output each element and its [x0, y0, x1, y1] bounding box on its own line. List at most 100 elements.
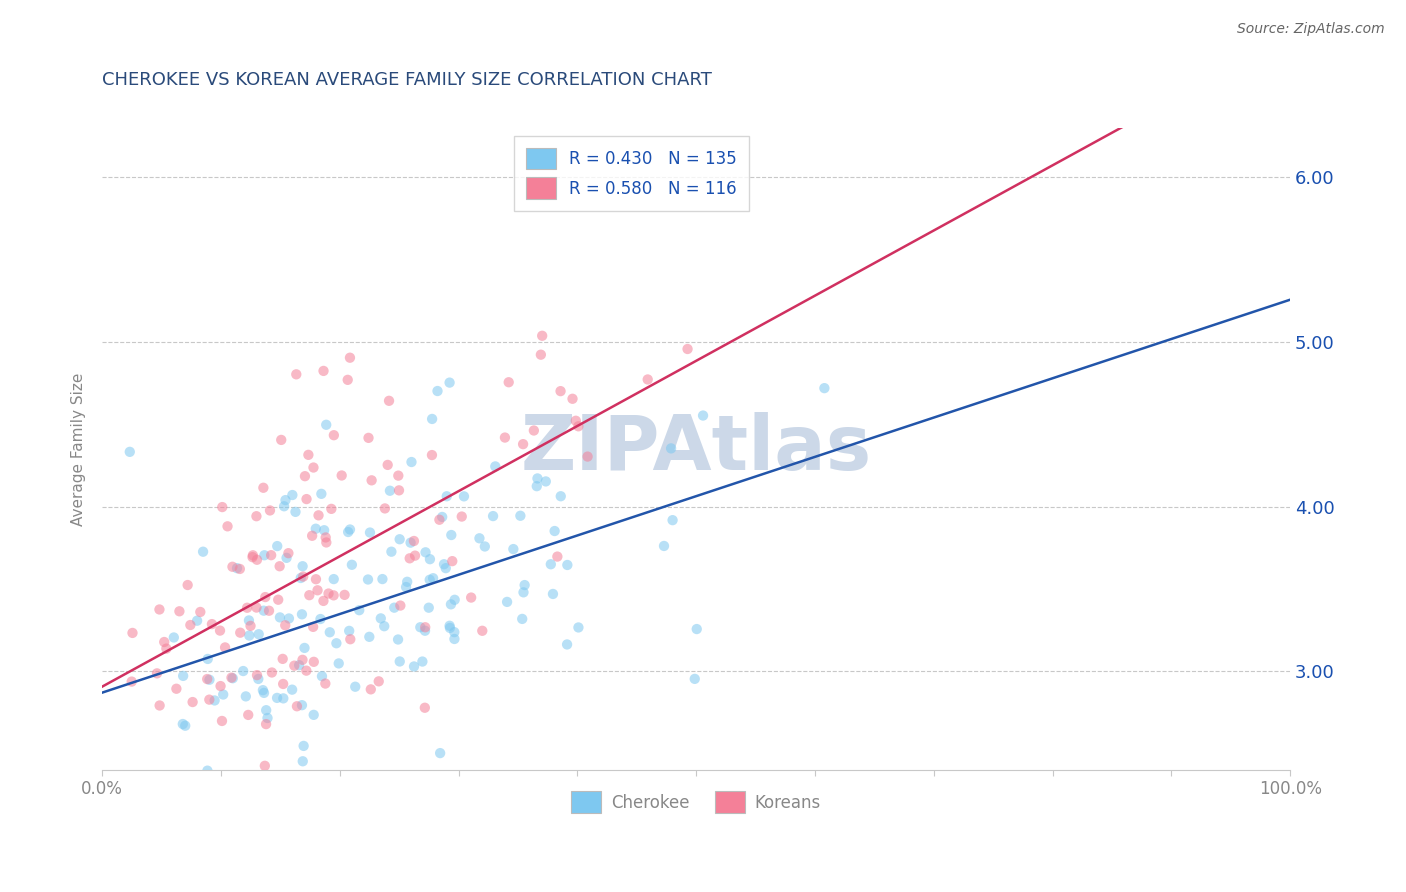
Point — [441, 554, 464, 568]
Point — [281, 682, 304, 697]
Point — [318, 586, 340, 600]
Point — [526, 479, 548, 493]
Point — [360, 682, 382, 697]
Point — [292, 739, 315, 753]
Point — [396, 574, 419, 589]
Point — [239, 619, 262, 633]
Point — [212, 688, 235, 702]
Point — [253, 759, 276, 773]
Point — [652, 539, 675, 553]
Point — [419, 552, 441, 566]
Point — [443, 632, 465, 646]
Point — [494, 431, 516, 445]
Point — [302, 707, 325, 722]
Point — [555, 637, 578, 651]
Point — [339, 523, 361, 537]
Point — [439, 621, 461, 635]
Point — [349, 603, 371, 617]
Point — [179, 618, 201, 632]
Point — [337, 524, 360, 539]
Point — [224, 833, 246, 847]
Point — [413, 620, 436, 634]
Point — [402, 533, 425, 548]
Point — [429, 513, 451, 527]
Point — [413, 700, 436, 714]
Point — [201, 617, 224, 632]
Point — [256, 711, 278, 725]
Point — [686, 622, 709, 636]
Point — [512, 585, 534, 599]
Point — [301, 529, 323, 543]
Point — [429, 746, 451, 760]
Point — [546, 549, 568, 564]
Point — [285, 790, 308, 805]
Legend: Cherokee, Koreans: Cherokee, Koreans — [565, 785, 828, 820]
Point — [253, 686, 276, 700]
Point — [557, 558, 579, 572]
Point — [377, 458, 399, 472]
Point — [419, 573, 441, 587]
Text: ZIPAtlas: ZIPAtlas — [520, 412, 872, 486]
Point — [360, 473, 382, 487]
Point — [153, 635, 176, 649]
Point — [246, 668, 269, 682]
Point — [321, 501, 343, 516]
Point — [443, 625, 465, 640]
Point — [443, 592, 465, 607]
Point — [118, 445, 141, 459]
Point — [311, 487, 333, 501]
Point — [509, 508, 531, 523]
Point — [510, 612, 533, 626]
Point — [388, 655, 411, 669]
Point — [254, 703, 277, 717]
Point — [181, 695, 204, 709]
Point — [291, 653, 314, 667]
Point — [211, 714, 233, 728]
Point — [271, 677, 294, 691]
Point — [197, 764, 219, 778]
Point — [274, 493, 297, 508]
Point — [309, 612, 332, 626]
Point — [450, 509, 472, 524]
Point — [543, 524, 565, 538]
Point — [813, 381, 835, 395]
Point — [330, 468, 353, 483]
Point — [294, 469, 316, 483]
Point — [322, 428, 344, 442]
Point — [226, 561, 249, 575]
Point — [266, 539, 288, 553]
Point — [307, 583, 329, 598]
Point — [238, 628, 260, 642]
Point — [530, 348, 553, 362]
Point — [484, 459, 506, 474]
Point — [433, 558, 456, 572]
Point — [333, 588, 356, 602]
Point — [291, 698, 314, 713]
Point — [340, 558, 363, 572]
Point — [322, 572, 344, 586]
Point — [398, 551, 420, 566]
Text: Source: ZipAtlas.com: Source: ZipAtlas.com — [1237, 22, 1385, 37]
Point — [659, 442, 682, 456]
Point — [236, 600, 259, 615]
Point — [197, 652, 219, 666]
Point — [541, 587, 564, 601]
Point — [247, 672, 270, 686]
Point — [285, 368, 308, 382]
Point — [370, 611, 392, 625]
Point — [285, 699, 308, 714]
Point — [325, 636, 347, 650]
Point — [246, 553, 269, 567]
Point — [337, 624, 360, 638]
Point — [526, 471, 548, 485]
Point — [413, 624, 436, 638]
Point — [380, 544, 402, 558]
Point — [312, 594, 335, 608]
Point — [198, 692, 221, 706]
Point — [315, 535, 337, 549]
Point — [409, 620, 432, 634]
Point — [172, 669, 194, 683]
Point — [512, 437, 534, 451]
Point — [266, 690, 288, 705]
Point — [540, 558, 562, 572]
